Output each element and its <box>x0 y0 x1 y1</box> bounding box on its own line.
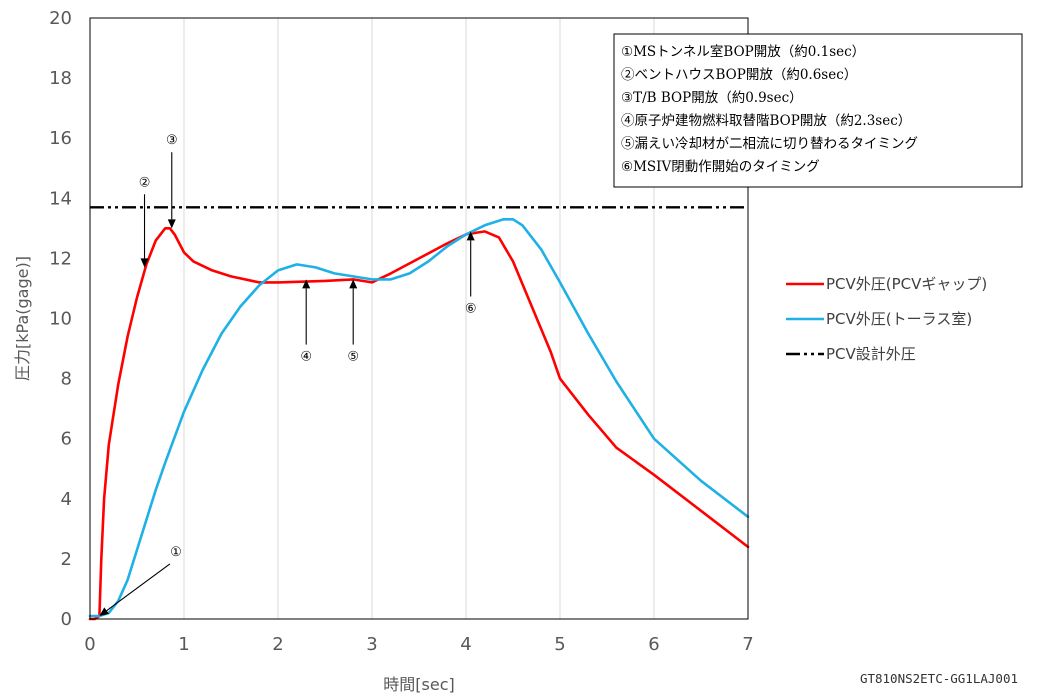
y-tick-label-4: 8 <box>61 369 72 390</box>
y-tick-label-8: 16 <box>49 128 72 149</box>
event-markers: ① ② ③ ④ ⑤ ⑥ <box>99 133 477 616</box>
legend-label-1: PCV外圧(トーラス室) <box>826 310 972 328</box>
marker-arrow-head-0 <box>99 607 110 616</box>
document-id: GT810NS2ETC-GG1LAJ001 <box>860 671 1018 686</box>
x-tick-label-2: 2 <box>272 634 283 655</box>
data-series <box>88 206 750 621</box>
note-line-2: ③T/B BOP開放（約0.9sec） <box>621 90 803 106</box>
x-tick-label-1: 1 <box>178 634 189 655</box>
y-tick-label-9: 18 <box>49 68 72 89</box>
y-tick-label-7: 14 <box>49 188 72 209</box>
x-axis-title: 時間[sec] <box>383 675 454 694</box>
x-tick-label-0: 0 <box>84 634 95 655</box>
grid-lines <box>183 18 655 619</box>
y-tick-label-0: 0 <box>61 609 72 630</box>
note-line-3: ④原子炉建物燃料取替階BOP開放（約2.3sec） <box>621 112 911 129</box>
marker-arrow-head-2 <box>167 219 176 229</box>
marker-arrow-head-3 <box>302 279 311 289</box>
note-line-1: ②ベントハウスBOP開放（約0.6sec） <box>621 67 857 83</box>
legend-label-2: PCV設計外圧 <box>826 345 916 363</box>
series-line-1 <box>88 218 750 618</box>
legend: PCV外圧(PCVギャップ) PCV外圧(トーラス室) PCV設計外圧 <box>786 275 987 363</box>
x-tick-label-7: 7 <box>742 634 753 655</box>
marker-label-3: ④ <box>300 350 312 365</box>
note-line-4: ⑤漏えい冷却材が二相流に切り替わるタイミング <box>621 136 918 152</box>
x-tick-label-4: 4 <box>460 634 471 655</box>
marker-arrow-head-4 <box>349 279 358 289</box>
marker-label-2: ③ <box>166 133 178 148</box>
marker-arrow-head-5 <box>466 231 475 241</box>
y-tick-label-2: 4 <box>61 489 72 510</box>
legend-label-0: PCV外圧(PCVギャップ) <box>826 275 987 293</box>
y-tick-label-1: 2 <box>61 549 72 570</box>
marker-label-5: ⑥ <box>465 301 477 316</box>
marker-label-1: ② <box>139 175 151 190</box>
series-line-0 <box>88 227 750 621</box>
y-tick-label-6: 12 <box>49 248 72 269</box>
y-axis-title: 圧力[kPa(gage)] <box>13 256 32 381</box>
note-line-0: ①MSトンネル室BOP開放（約0.1sec） <box>621 43 865 60</box>
marker-arrow-head-1 <box>140 258 149 268</box>
y-tick-label-3: 6 <box>61 429 72 450</box>
plot-area-border <box>89 17 749 620</box>
y-tick-label-5: 10 <box>49 309 72 330</box>
note-line-5: ⑥MSIV閉動作開始のタイミング <box>621 159 820 175</box>
y-tick-label-10: 20 <box>49 8 72 29</box>
x-tick-label-3: 3 <box>366 634 377 655</box>
x-tick-label-6: 6 <box>648 634 659 655</box>
axes: 0 1 2 3 4 5 6 702468101214161820時間[sec]圧力[kPa(g… <box>13 8 754 694</box>
x-tick-label-5: 5 <box>554 634 565 655</box>
event-notes-box: ①MSトンネル室BOP開放（約0.1sec） ②ベントハウスBOP開放（約0.6s… <box>613 33 1023 188</box>
marker-arrow-line-0 <box>106 563 171 612</box>
marker-label-0: ① <box>170 545 182 560</box>
notes-box-frame <box>613 33 1023 188</box>
marker-label-4: ⑤ <box>347 350 359 365</box>
